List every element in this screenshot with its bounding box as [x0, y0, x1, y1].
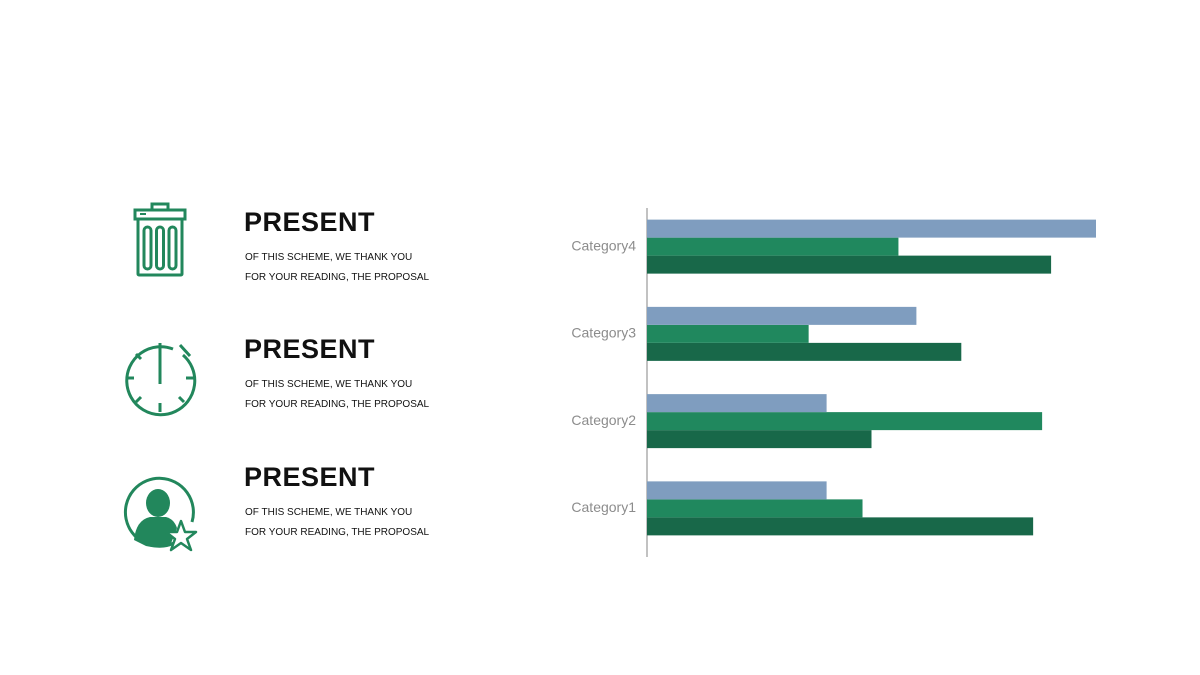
- item-line: OF THIS SCHEME, WE THANK YOU: [245, 252, 412, 263]
- bar: [647, 499, 863, 518]
- bar: [647, 342, 962, 361]
- category-label: Category4: [571, 237, 636, 253]
- bar: [647, 481, 827, 500]
- item-line: FOR YOUR READING, THE PROPOSAL: [245, 272, 430, 283]
- item-line: OF THIS SCHEME, WE THANK YOU: [245, 379, 412, 390]
- trash-icon: [133, 202, 187, 277]
- item-line: FOR YOUR READING, THE PROPOSAL: [245, 399, 430, 410]
- category-label: Category1: [571, 499, 636, 515]
- user-star-icon: [123, 476, 198, 552]
- bar: [647, 517, 1034, 536]
- category-label: Category3: [571, 325, 636, 341]
- bar: [647, 219, 1096, 238]
- item-line: OF THIS SCHEME, WE THANK YOU: [245, 507, 412, 518]
- item-title: PRESENT: [244, 334, 375, 364]
- item-line: FOR YOUR READING, THE PROPOSAL: [245, 527, 430, 538]
- bar: [647, 306, 917, 325]
- item-title: PRESENT: [244, 207, 375, 237]
- bar: [647, 237, 899, 256]
- bar: [647, 412, 1043, 431]
- bar: [647, 394, 827, 413]
- bar: [647, 255, 1052, 274]
- item-title: PRESENT: [244, 462, 375, 492]
- stopwatch-icon: [125, 343, 197, 417]
- category-label: Category2: [571, 412, 636, 428]
- bar: [647, 430, 872, 449]
- bar: [647, 324, 809, 343]
